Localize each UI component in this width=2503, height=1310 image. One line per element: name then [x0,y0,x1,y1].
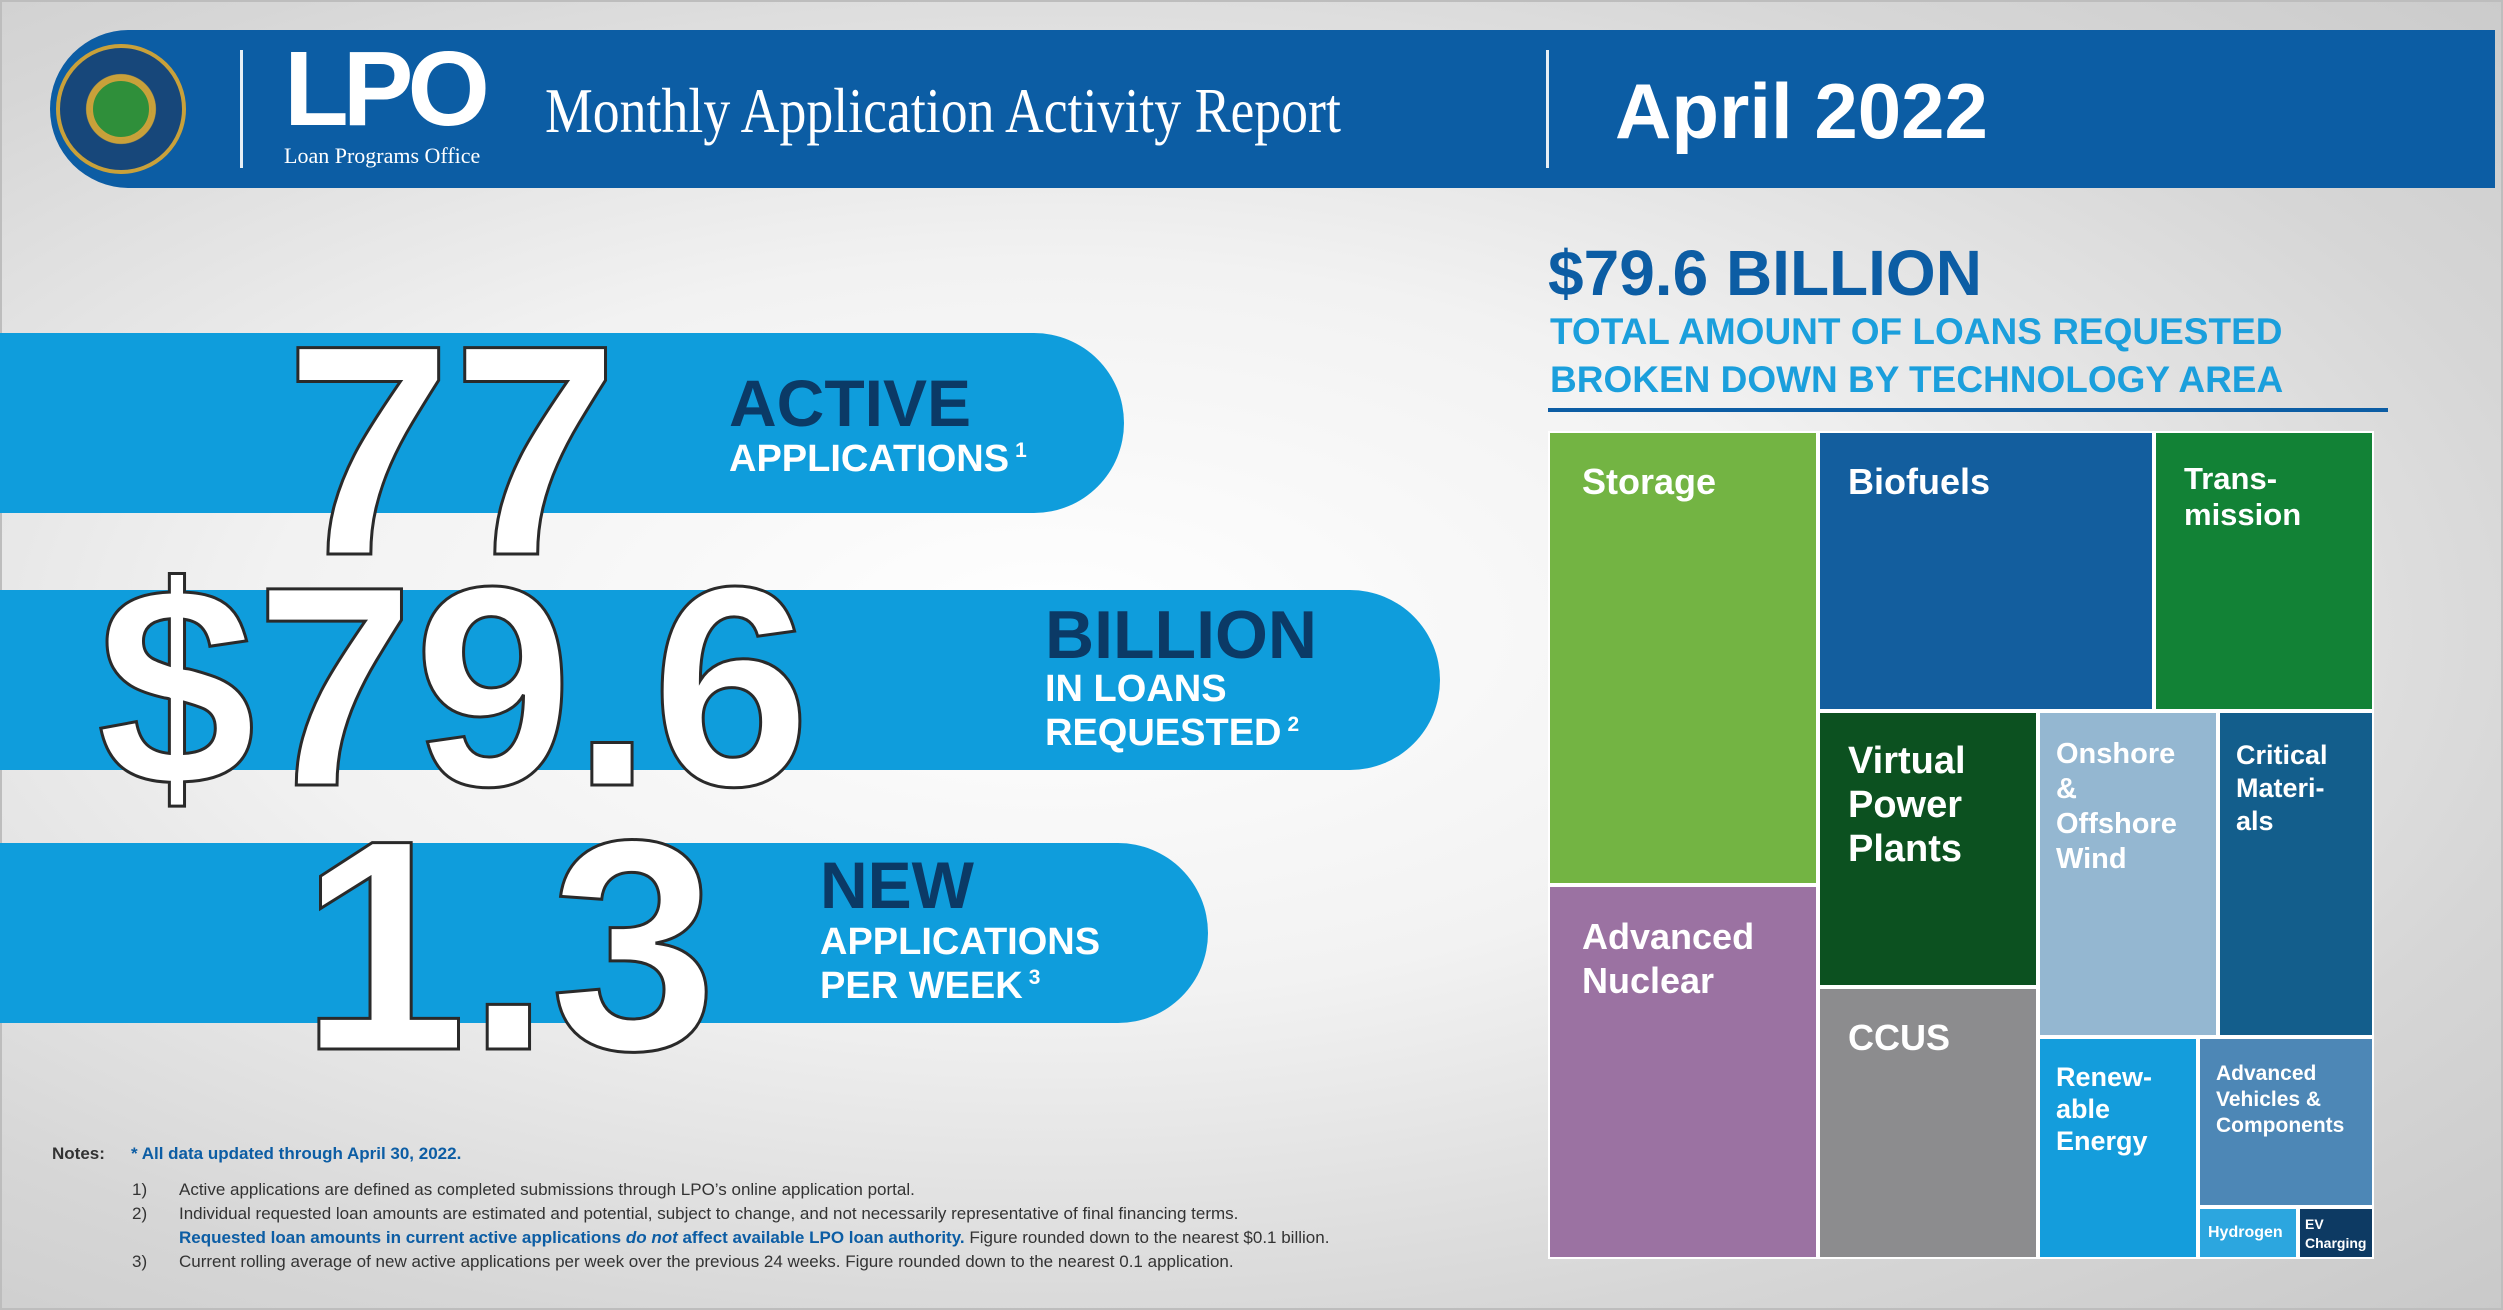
total-amount: $79.6 BILLION [1548,237,1982,309]
stat-new-number: 1.3 [298,777,718,1113]
stat-billion-number: $79.6 [95,528,811,846]
lpo-logo-subtitle: Loan Programs Office [284,143,481,168]
tile-biofuels: Biofuels [1818,431,2154,711]
tile-advanced-vehicles: Advanced Vehicles & Components [2198,1037,2374,1207]
tile-wind: Onshore & Offshore Wind [2038,711,2218,1037]
header-bar [50,30,2495,188]
total-description: TOTAL AMOUNT OF LOANS REQUESTED BROKEN DO… [1550,311,2284,400]
tile-virtual-power-plants: Virtual Power Plants [1818,711,2038,987]
stat-pill-billion [0,590,1440,770]
stat-new-headline: NEW [820,848,974,922]
stat-new-caption: APPLICATIONS PER WEEK 3 [820,921,1101,1008]
stat-active-headline: ACTIVE [729,366,972,440]
tile-critical-materials: Critical Materi- als [2218,711,2374,1037]
footnote-marker: 1 [1015,439,1027,463]
seal-shield-icon [90,78,152,140]
stat-active-number: 77 [284,282,621,618]
report-title: Monthly Application Activity Report [545,75,1341,146]
footnote-marker: 2 [1287,713,1300,737]
notes-asterisk: * All data updated through April 30, 202… [131,1144,462,1163]
tile-renewable-energy: Renew- able Energy [2038,1037,2198,1259]
stat-active-caption: APPLICATIONS 1 [729,438,1027,480]
tile-storage: Storage [1548,431,1818,885]
tile-hydrogen: Hydrogen [2198,1207,2298,1259]
stat-pill-active [0,333,1124,513]
header-divider [1546,50,1549,168]
report-date: April 2022 [1615,67,1988,155]
stat-pill-new [0,843,1208,1023]
notes-label: Notes: [52,1144,105,1163]
technology-treemap: Storage Biofuels Trans- mission Advanced… [1548,431,2374,1259]
stat-billion-headline: BILLION [1045,597,1317,673]
lpo-logo: LPO [284,30,490,148]
section-rule [1548,408,2388,412]
tile-ccus: CCUS [1818,987,2038,1259]
footnote-marker: 3 [1028,966,1041,990]
header-divider [240,50,243,168]
doe-seal-logo [56,44,186,174]
stat-billion-caption: IN LOANS REQUESTED 2 [1045,668,1300,755]
tile-advanced-nuclear: Advanced Nuclear [1548,885,1818,1259]
tile-ev-charging: EV Charging [2298,1207,2374,1259]
tile-transmission: Trans- mission [2154,431,2374,711]
